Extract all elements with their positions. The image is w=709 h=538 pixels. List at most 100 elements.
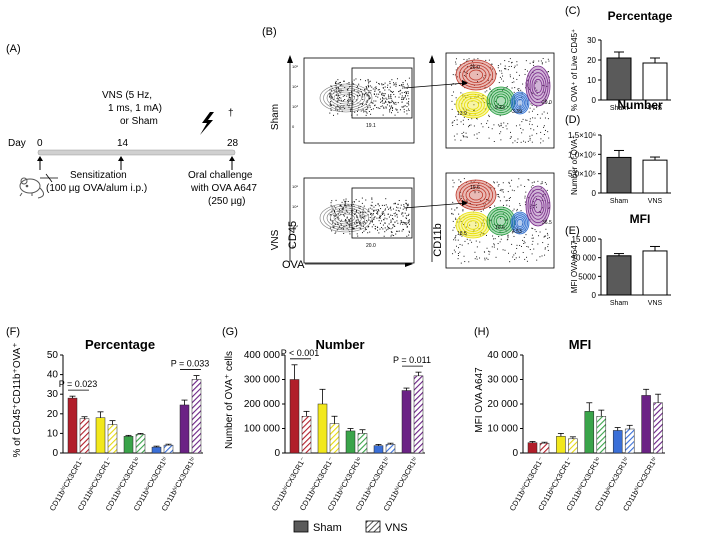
flow-dot (500, 139, 502, 141)
flow-dot (454, 209, 456, 211)
flow-dot (518, 233, 520, 235)
flow-dot (493, 182, 495, 184)
flow-dot (364, 110, 366, 112)
flow-dot (488, 59, 490, 61)
flow-dot (390, 235, 392, 237)
flow-dot (338, 96, 340, 98)
flow-dot (402, 106, 404, 108)
flow-dot (452, 229, 454, 231)
flow-dot (526, 83, 528, 85)
flow-dot (460, 197, 462, 199)
x-tick-label: Sham (610, 105, 628, 112)
y-tick-label: 5000 (578, 272, 596, 281)
flow-dot (353, 205, 355, 207)
flow-dot (502, 191, 504, 193)
flow-dot (353, 201, 355, 203)
flow-dot (348, 105, 350, 107)
flow-dot (522, 251, 524, 253)
legend-label-sham: Sham (313, 522, 342, 534)
flow-dot (406, 215, 408, 217)
flow-dot (344, 202, 346, 204)
flow-dot (531, 234, 533, 236)
flow-dot (390, 90, 392, 92)
flow-dot (497, 185, 499, 187)
flow-dot (392, 218, 394, 220)
flow-dot (329, 94, 331, 96)
flow-dot (547, 131, 549, 133)
flow-dot (455, 217, 457, 219)
flow-dot (500, 125, 502, 127)
flow-dot (506, 128, 508, 130)
flow-dot (388, 223, 390, 225)
flow-dot (405, 224, 407, 226)
flow-dot (458, 179, 460, 181)
flow-dot (371, 201, 373, 203)
flow-dot (338, 87, 340, 89)
flow-dot (509, 76, 511, 78)
flow-dot (342, 106, 344, 108)
flow-dot (532, 61, 534, 63)
flow-dot (502, 249, 504, 251)
flow-dot (468, 58, 470, 60)
flow-dot (385, 101, 387, 103)
flow-dot (349, 98, 351, 100)
flow-dot (330, 204, 332, 206)
flow-dot (477, 95, 479, 97)
flow-dot (394, 96, 396, 98)
flow-dot (527, 75, 529, 77)
flow-dot (536, 81, 538, 83)
flow-dot (513, 190, 515, 192)
flow-dot (406, 226, 408, 228)
flow-dot (521, 111, 523, 113)
flow-dot (346, 95, 348, 97)
day-28: 28 (227, 138, 239, 149)
flow-dot (527, 79, 529, 81)
flow-dot (334, 82, 336, 84)
flow-dot (540, 60, 542, 62)
flow-dot (391, 231, 393, 233)
y-tick-label: 40 000 (487, 350, 518, 361)
flow-dot (475, 225, 477, 227)
flow-dot (377, 229, 379, 231)
flow-dot (459, 71, 461, 73)
flow-dot (402, 85, 404, 87)
flow-dot (531, 227, 533, 229)
flow-dot (500, 188, 502, 190)
flow-dot (368, 86, 370, 88)
flow-dot (362, 96, 364, 98)
flow-dot (469, 239, 471, 241)
flow-dot (462, 119, 464, 121)
flow-dot (458, 200, 460, 202)
flow-gate (351, 187, 413, 239)
flow-dot (489, 88, 491, 90)
flow-dot (338, 89, 340, 91)
flow-dot (371, 212, 373, 214)
flow-dot (392, 208, 394, 210)
flow-dot (404, 222, 406, 224)
flow-dot (337, 106, 339, 108)
flow-dot (387, 213, 389, 215)
flow-gate (351, 67, 413, 119)
flow-dot (469, 224, 471, 226)
flow-dot (407, 222, 409, 224)
flow-dot (499, 225, 501, 227)
flow-dot (548, 237, 550, 239)
flow-dot (347, 102, 349, 104)
flow-dot (362, 98, 364, 100)
flow-dot (331, 97, 333, 99)
flow-dot (371, 221, 373, 223)
chart-title: Number (617, 98, 663, 112)
flow-dot (403, 96, 405, 98)
right-ylabel: CD11b (432, 223, 444, 256)
flow-dot (504, 68, 506, 70)
flow-dot (462, 95, 464, 97)
x-tick-label: Sham (610, 198, 628, 205)
flow-dot (334, 90, 336, 92)
flow-dot (379, 91, 381, 93)
flow-dot (545, 235, 547, 237)
flow-dot (383, 102, 385, 104)
flow-dot (383, 212, 385, 214)
flow-dot (462, 107, 464, 109)
flow-dot (540, 131, 542, 133)
flow-dot (403, 111, 405, 113)
